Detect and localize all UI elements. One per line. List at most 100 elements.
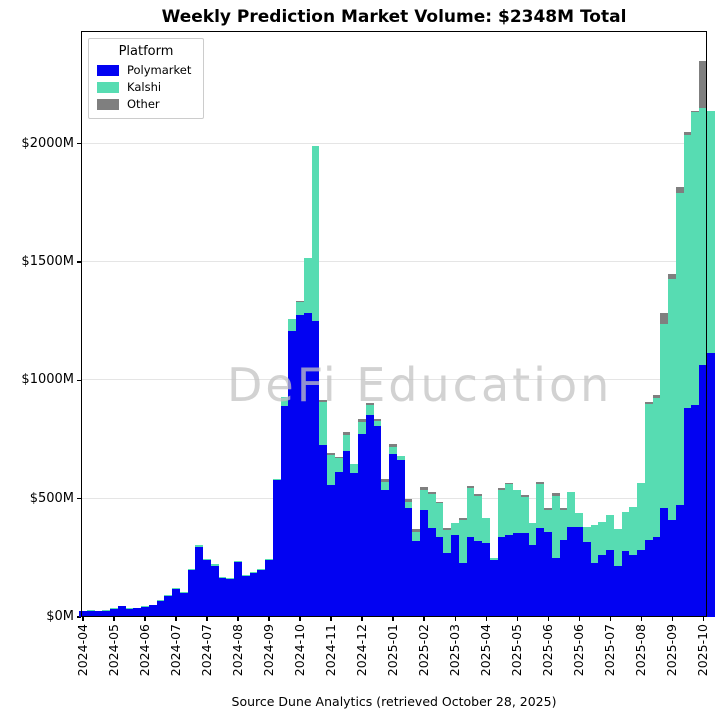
bar-segment-other (675, 187, 684, 194)
gridline-2000 (81, 142, 707, 144)
bar-segment-other (296, 301, 304, 303)
stacked-bar-week-23 (257, 568, 265, 617)
bar-segment-polymarket (520, 533, 529, 617)
x-tick-label: 2025-05 (509, 624, 525, 677)
bar-segment-kalshi (296, 302, 304, 316)
stacked-bar-week-63 (567, 491, 575, 617)
gridline-1500 (81, 261, 707, 262)
stacked-bar-week-2 (94, 610, 103, 617)
x-tick-mark (423, 617, 425, 621)
stacked-bar-week-19 (226, 578, 234, 617)
bar-segment-polymarket (311, 321, 320, 617)
bar-segment-polymarket (629, 555, 637, 617)
x-tick-label: 2025-02 (416, 624, 432, 677)
bar-segment-polymarket (226, 579, 234, 617)
y-tick-label: $500M (29, 490, 74, 506)
bar-segment-other (644, 402, 653, 405)
stacked-bar-week-11 (164, 595, 172, 617)
bar-segment-kalshi (210, 564, 219, 566)
bar-segment-kalshi (567, 491, 575, 527)
bar-segment-polymarket (567, 526, 575, 617)
stacked-bar-week-34 (342, 432, 351, 617)
chart-title: Weekly Prediction Market Volume: $2348M … (161, 7, 627, 27)
bar-segment-polymarket (668, 519, 676, 617)
bar-segment-kalshi (505, 484, 513, 535)
x-tick-label: 2024-10 (292, 624, 308, 677)
x-tick-label: 2025-08 (633, 624, 649, 677)
x-tick-mark (299, 617, 301, 621)
bar-segment-kalshi (458, 519, 467, 564)
x-tick-mark (175, 617, 177, 621)
bar-segment-polymarket (451, 534, 459, 617)
bar-segment-polymarket (613, 566, 622, 617)
bar-segment-polymarket (427, 528, 436, 617)
bar-segment-polymarket (234, 561, 242, 617)
stacked-bar-week-77 (675, 187, 684, 617)
stacked-bar-week-79 (691, 110, 699, 617)
bar-segment-polymarket (79, 610, 87, 617)
bar-segment-polymarket (675, 505, 684, 617)
bar-segment-other (327, 453, 335, 455)
bar-segment-kalshi (164, 595, 172, 596)
stacked-bar-week-47 (443, 528, 451, 617)
bar-segment-other (520, 495, 529, 497)
stacked-bar-week-74 (652, 394, 661, 617)
x-tick-mark (516, 617, 518, 621)
bar-segment-polymarket (551, 558, 560, 617)
y-tick-label: $2000M (21, 135, 74, 151)
bar-segment-polymarket (133, 608, 141, 617)
stacked-bar-week-22 (249, 571, 258, 617)
bar-segment-other (544, 507, 552, 511)
bar-segment-polymarket (164, 595, 172, 617)
bar-segment-polymarket (296, 315, 304, 617)
bar-segment-kalshi (551, 496, 560, 559)
stacked-bar-week-59 (536, 481, 544, 617)
bar-segment-kalshi (389, 446, 397, 454)
legend-item-polymarket: Polymarket (97, 63, 195, 77)
x-tick-mark (268, 617, 270, 621)
bar-segment-polymarket (110, 608, 118, 617)
bar-segment-kalshi (319, 402, 327, 445)
bar-segment-polymarket (203, 559, 211, 617)
x-tick-mark (702, 617, 704, 621)
bar-segment-other (412, 529, 420, 532)
bar-segment-kalshi (482, 518, 490, 544)
stacked-bar-week-3 (102, 610, 110, 617)
stacked-bar-week-25 (272, 478, 281, 617)
x-tick-mark (237, 617, 239, 621)
bar-segment-kalshi (489, 557, 498, 561)
bar-segment-polymarket (482, 543, 490, 617)
stacked-bar-week-56 (513, 490, 521, 617)
bar-segment-kalshi (559, 510, 568, 541)
bar-segment-polymarket (381, 489, 389, 617)
bar-segment-polymarket (706, 353, 715, 617)
bar-segment-kalshi (582, 526, 591, 542)
bar-segment-other (342, 432, 351, 436)
stacked-bar-week-51 (474, 493, 482, 617)
bar-segment-kalshi (327, 454, 335, 485)
stacked-bar-week-36 (358, 419, 366, 617)
bar-segment-polymarket (272, 480, 281, 617)
stacked-bar-week-55 (505, 483, 513, 617)
bar-segment-kalshi (420, 489, 428, 511)
x-tick-mark (144, 617, 146, 621)
bar-segment-polymarket (412, 541, 420, 617)
stacked-bar-week-12 (172, 588, 180, 617)
bar-segment-other (691, 110, 699, 112)
bar-segment-polymarket (652, 536, 661, 617)
bar-segment-polymarket (497, 536, 506, 617)
stacked-bar-week-17 (210, 564, 219, 617)
bar-segment-kalshi (203, 559, 211, 560)
bar-segment-polymarket (86, 610, 95, 617)
stacked-bar-week-13 (179, 591, 188, 617)
bar-segment-polymarket (458, 563, 467, 617)
bar-segment-polymarket (303, 312, 312, 617)
bar-segment-other (474, 493, 482, 497)
x-tick-label: 2024-07 (198, 624, 214, 677)
legend-label: Kalshi (127, 80, 162, 94)
x-tick-mark (640, 617, 642, 621)
legend-title: Platform (118, 44, 174, 59)
bar-segment-other (466, 485, 475, 489)
bar-segment-polymarket (420, 510, 428, 617)
